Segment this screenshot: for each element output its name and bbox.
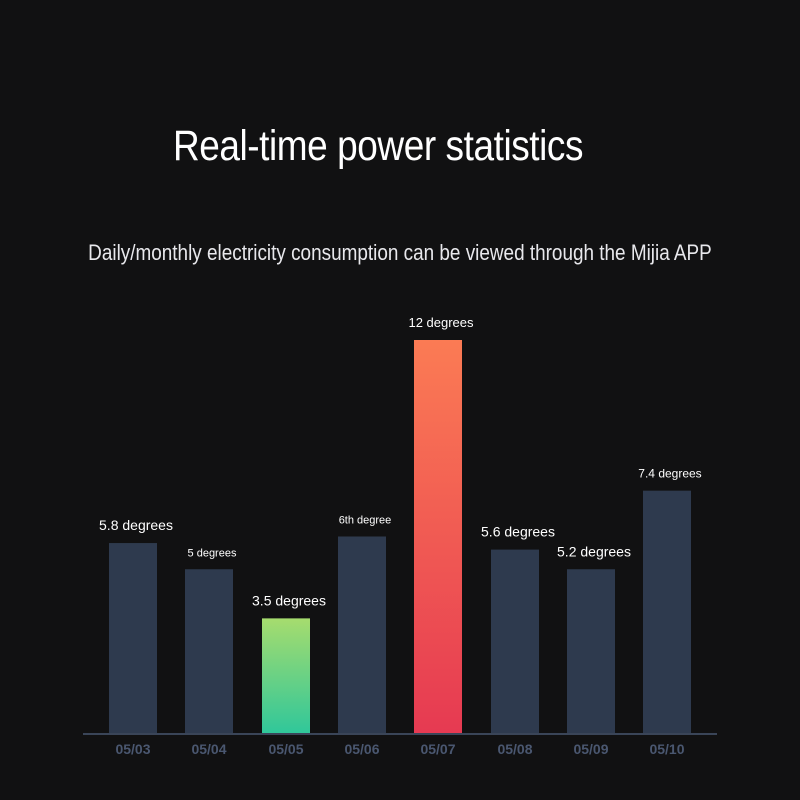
bar-05/05 bbox=[262, 618, 310, 733]
x-tick-label: 05/03 bbox=[115, 741, 150, 757]
x-tick-label: 05/05 bbox=[268, 741, 303, 757]
data-label-05/03: 5.8 degrees bbox=[99, 517, 173, 533]
bar-05/07 bbox=[414, 340, 462, 733]
x-tick-label: 05/08 bbox=[497, 741, 532, 757]
x-tick-label: 05/06 bbox=[344, 741, 379, 757]
bar-05/08 bbox=[491, 549, 539, 733]
x-tick-label: 05/04 bbox=[191, 741, 226, 757]
data-label-05/05: 3.5 degrees bbox=[252, 592, 326, 608]
x-tick-label: 05/10 bbox=[649, 741, 684, 757]
bar-05/10 bbox=[643, 490, 691, 733]
data-label-05/04: 5 degrees bbox=[188, 547, 237, 559]
page-title: Real-time power statistics bbox=[172, 122, 584, 170]
bar-05/03 bbox=[109, 543, 157, 733]
data-label-05/09: 5.2 degrees bbox=[557, 543, 631, 559]
x-tick-label: 05/09 bbox=[573, 741, 608, 757]
page-subtitle: Daily/monthly electricity consumption ca… bbox=[88, 240, 712, 265]
data-label-05/07: 12 degrees bbox=[408, 315, 474, 330]
bar-05/06 bbox=[338, 536, 386, 733]
bar-05/09 bbox=[567, 569, 615, 733]
bar-05/04 bbox=[185, 569, 233, 733]
x-tick-label: 05/07 bbox=[420, 741, 455, 757]
data-label-05/08: 5.6 degrees bbox=[481, 524, 555, 540]
data-label-05/06: 6th degree bbox=[339, 515, 392, 527]
data-label-05/10: 7.4 degrees bbox=[638, 467, 701, 481]
